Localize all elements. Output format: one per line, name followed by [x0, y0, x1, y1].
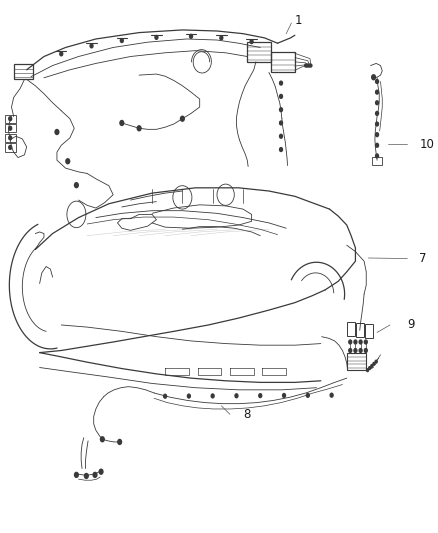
Circle shape	[370, 364, 374, 368]
Circle shape	[375, 154, 379, 159]
Circle shape	[306, 393, 310, 398]
Circle shape	[234, 393, 239, 399]
Circle shape	[163, 393, 167, 399]
Bar	[271, 52, 295, 72]
Circle shape	[211, 393, 215, 399]
Circle shape	[279, 147, 283, 152]
Circle shape	[279, 134, 283, 139]
Bar	[356, 324, 364, 337]
Circle shape	[8, 135, 12, 141]
Bar	[4, 143, 16, 151]
Circle shape	[353, 340, 357, 345]
Bar	[14, 64, 33, 79]
Circle shape	[65, 158, 71, 165]
Circle shape	[92, 472, 98, 478]
Circle shape	[375, 79, 379, 84]
Circle shape	[74, 472, 79, 478]
Circle shape	[59, 51, 64, 56]
Circle shape	[137, 125, 142, 132]
Circle shape	[372, 362, 376, 366]
Circle shape	[119, 120, 124, 126]
Circle shape	[375, 90, 379, 95]
Circle shape	[348, 348, 353, 353]
Circle shape	[375, 122, 379, 127]
Circle shape	[375, 100, 379, 106]
Circle shape	[364, 340, 368, 345]
Circle shape	[8, 126, 12, 131]
Circle shape	[279, 120, 283, 126]
Circle shape	[84, 473, 89, 479]
Bar	[4, 124, 16, 132]
Bar	[372, 157, 382, 165]
Circle shape	[353, 348, 357, 353]
Circle shape	[375, 143, 379, 148]
Circle shape	[258, 393, 262, 398]
Circle shape	[219, 35, 223, 41]
Circle shape	[282, 393, 286, 398]
Circle shape	[368, 366, 371, 370]
Circle shape	[154, 35, 159, 40]
Circle shape	[54, 129, 60, 135]
Circle shape	[358, 348, 363, 353]
Circle shape	[308, 63, 311, 68]
Circle shape	[305, 63, 309, 68]
Circle shape	[117, 439, 122, 445]
Circle shape	[8, 116, 12, 122]
Circle shape	[329, 392, 334, 398]
Circle shape	[309, 63, 313, 68]
Circle shape	[279, 80, 283, 86]
Circle shape	[279, 107, 283, 112]
Circle shape	[187, 393, 191, 399]
Bar	[4, 115, 16, 123]
Bar	[247, 42, 271, 62]
Circle shape	[100, 436, 105, 442]
Circle shape	[120, 38, 124, 43]
Bar	[347, 322, 354, 336]
Circle shape	[375, 132, 379, 138]
Circle shape	[99, 469, 104, 475]
Circle shape	[307, 63, 310, 68]
Circle shape	[249, 39, 254, 44]
Circle shape	[74, 182, 79, 188]
Circle shape	[364, 348, 368, 353]
Circle shape	[8, 145, 12, 150]
Text: 8: 8	[243, 408, 251, 421]
Circle shape	[366, 368, 369, 372]
Circle shape	[279, 94, 283, 99]
Circle shape	[374, 360, 378, 364]
Bar	[365, 325, 373, 338]
Circle shape	[304, 63, 307, 68]
Circle shape	[180, 116, 185, 122]
Circle shape	[89, 43, 94, 49]
Circle shape	[358, 340, 363, 345]
Bar	[347, 353, 366, 370]
Circle shape	[375, 111, 379, 116]
Text: 7: 7	[420, 252, 427, 265]
Text: 1: 1	[295, 14, 302, 27]
Text: 10: 10	[420, 138, 434, 151]
Circle shape	[348, 340, 353, 345]
Circle shape	[371, 74, 376, 80]
Bar	[4, 134, 16, 142]
Text: 9: 9	[407, 319, 415, 332]
Circle shape	[189, 34, 193, 39]
